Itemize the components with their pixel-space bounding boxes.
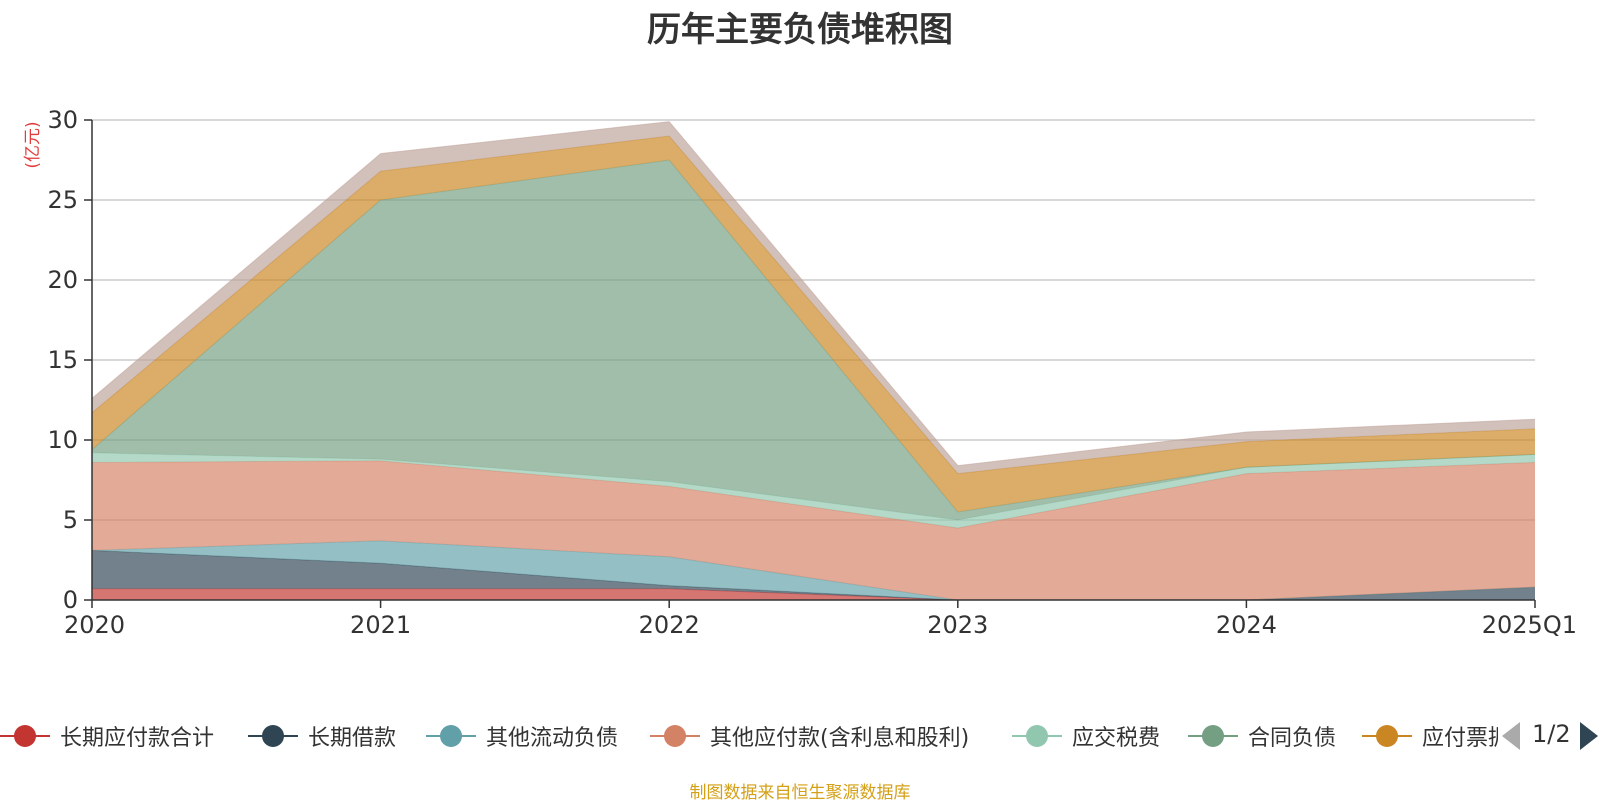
y-tick-label-30: 30	[47, 106, 78, 134]
y-axis-unit-label: (亿元)	[23, 121, 43, 168]
y-tick-label-20: 20	[47, 266, 78, 294]
legend-label: 其他流动负债	[486, 726, 619, 751]
legend-marker-icon	[1188, 718, 1238, 754]
legend-label: 长期应付款合计	[60, 726, 215, 751]
y-tick-label-5: 5	[63, 506, 78, 534]
legend-item-1[interactable]: 长期借款	[248, 718, 396, 754]
source-note: 制图数据来自恒生聚源数据库	[689, 783, 911, 800]
legend-marker-icon	[426, 718, 476, 754]
y-tick-label-25: 25	[47, 186, 78, 214]
legend-marker-icon	[1362, 718, 1412, 754]
legend-label: 其他应付款(含利息和股利)	[710, 726, 970, 751]
line-series-7	[91, 121, 1536, 467]
axis-layer: 0 5 10 15 20 25 30 2020 2021 2022 2023 2024 2025Q1	[47, 106, 1577, 639]
area-layer	[91, 121, 1536, 601]
x-tick-label-2022: 2022	[639, 611, 700, 639]
legend-marker-icon	[0, 718, 50, 754]
area-series-2[interactable]	[92, 540, 1535, 600]
y-tick-label-0: 0	[63, 586, 78, 614]
legend-marker-icon	[248, 718, 298, 754]
area-series-6[interactable]	[92, 136, 1535, 512]
chart-title: 历年主要负债堆积图	[647, 10, 953, 50]
x-tick-label-2023: 2023	[927, 611, 988, 639]
legend-item-0[interactable]: 长期应付款合计	[0, 718, 214, 754]
legend-items: 长期应付款合计 长期借款 其他流动负债 其他应付款(含利息和股利) 应交税费 合同负债 应付…	[0, 718, 1498, 754]
area-series-3[interactable]	[92, 460, 1535, 600]
legend-pager: 1/2	[1498, 718, 1600, 754]
legend-next-page-icon[interactable]	[1580, 722, 1598, 750]
x-tick-label-2021: 2021	[350, 611, 411, 639]
legend-label: 应交税费	[1072, 726, 1161, 751]
y-tick-label-15: 15	[47, 346, 78, 374]
chart-svg: 0 5 10 15 20 25 30 2020 2021 2022 2023 2024 2025Q1 (…	[23, 106, 1577, 639]
x-tick-label-2025Q1: 2025Q1	[1482, 611, 1577, 639]
legend-label: 应付票据	[1422, 726, 1498, 751]
x-tick-label-2024: 2024	[1216, 611, 1277, 639]
legend-label: 合同负债	[1248, 726, 1337, 751]
area-series-7[interactable]	[92, 121, 1535, 474]
legend-item-4[interactable]: 应交税费	[1012, 718, 1160, 754]
legend: 长期应付款合计 长期借款 其他流动负债 其他应付款(含利息和股利) 应交税费 合同负债 应付…	[0, 718, 1600, 754]
area-series-1[interactable]	[92, 550, 1535, 600]
legend-item-5[interactable]: 合同负债	[1188, 718, 1336, 754]
legend-page-indicator: 1/2	[1532, 720, 1571, 748]
legend-item-3[interactable]: 其他应付款(含利息和股利)	[650, 718, 969, 754]
x-tick-label-2020: 2020	[64, 611, 125, 639]
legend-item-6[interactable]: 应付票据	[1362, 718, 1498, 754]
legend-marker-icon	[650, 718, 700, 754]
area-series-4[interactable]	[92, 452, 1535, 528]
legend-label: 长期借款	[308, 726, 397, 751]
area-series-5[interactable]	[92, 160, 1535, 520]
legend-marker-icon	[1012, 718, 1062, 754]
legend-prev-page-icon[interactable]	[1502, 722, 1520, 750]
y-tick-label-10: 10	[47, 426, 78, 454]
legend-item-2[interactable]: 其他流动负债	[426, 718, 618, 754]
